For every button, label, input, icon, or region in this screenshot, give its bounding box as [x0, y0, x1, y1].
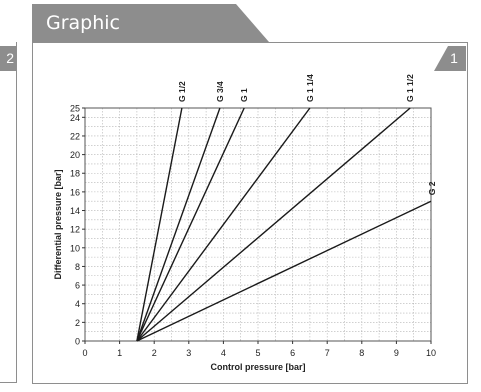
series-label: G 1/2	[177, 81, 187, 102]
y-tick-label: 2	[75, 318, 80, 328]
y-tick-label: 12	[70, 225, 80, 235]
y-tick-label: 25	[70, 104, 80, 114]
y-tick-label: 10	[70, 243, 80, 253]
series-line	[136, 107, 311, 342]
series-label: G 2	[427, 181, 437, 195]
x-tick-label: 6	[290, 348, 295, 358]
x-tick-label: 10	[426, 348, 436, 358]
y-tick-label: 0	[75, 337, 80, 347]
y-tick-label: 16	[70, 187, 80, 197]
x-tick-label: 5	[255, 348, 260, 358]
series-line	[136, 107, 245, 342]
y-tick-label: 20	[70, 150, 80, 160]
y-tick-label: 14	[70, 206, 80, 216]
x-axis-label: Control pressure [bar]	[210, 362, 305, 372]
y-axis-label: Differential pressure [bar]	[53, 169, 63, 279]
series-line	[136, 107, 411, 342]
x-tick-label: 1	[117, 348, 122, 358]
x-tick-label: 2	[152, 348, 157, 358]
x-tick-label: 4	[221, 348, 226, 358]
series-label: G 1	[239, 88, 249, 102]
figure-panel	[32, 42, 468, 384]
y-tick-label: 24	[70, 113, 80, 123]
series-label: G 1 1/2	[405, 74, 415, 102]
x-tick-label: 3	[186, 348, 191, 358]
x-tick-label: 8	[359, 348, 364, 358]
x-tick-label: 0	[82, 348, 87, 358]
y-tick-label: 4	[75, 299, 80, 309]
series-label: G 1 1/4	[305, 74, 315, 102]
previous-figure-number-badge: 2	[0, 46, 16, 71]
graphic-tab	[32, 4, 269, 42]
series-label: G 3/4	[215, 81, 225, 102]
y-tick-label: 18	[70, 169, 80, 179]
y-tick-label: 6	[75, 281, 80, 291]
series-line	[136, 200, 432, 342]
series-line	[136, 107, 183, 342]
x-tick-label: 7	[325, 348, 330, 358]
y-tick-label: 22	[70, 131, 80, 141]
y-tick-label: 8	[75, 262, 80, 272]
series-line	[136, 107, 221, 342]
graphic-tab-label: Graphic	[46, 12, 121, 34]
x-tick-label: 9	[394, 348, 399, 358]
figure-number: 1	[450, 50, 458, 66]
previous-figure-panel	[0, 42, 17, 383]
